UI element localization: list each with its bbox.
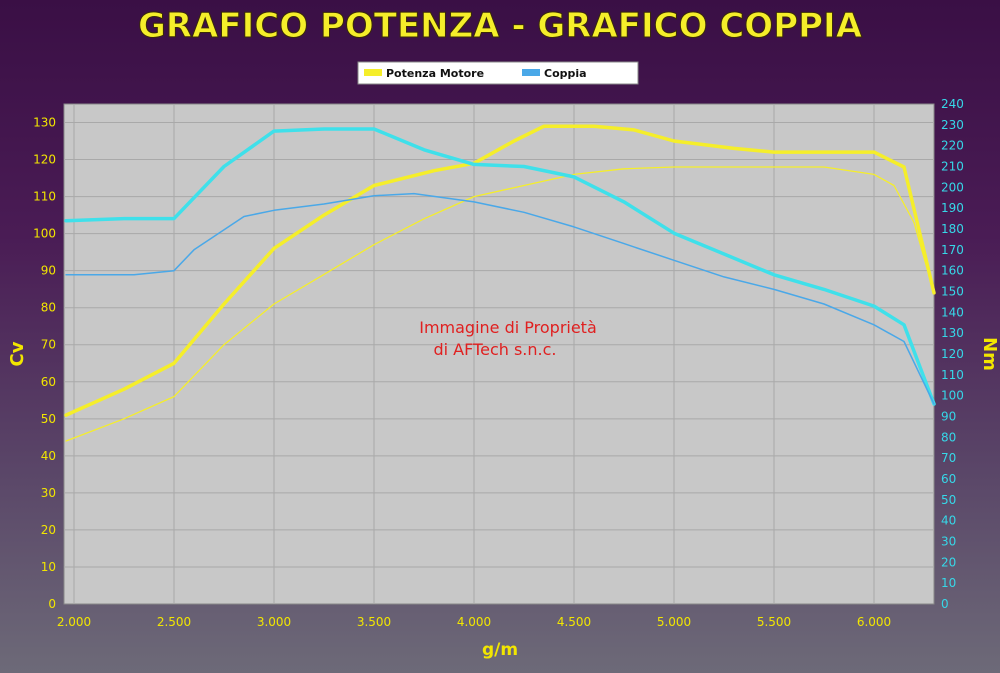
x-tick-label-2: 3.000 (257, 615, 291, 629)
y-axis-label-left: Cv (7, 341, 28, 366)
y-right-tick-label-2: 20 (941, 555, 956, 569)
y-left-tick-label-6: 60 (41, 375, 56, 389)
y-right-tick-label-0: 0 (941, 597, 949, 611)
x-tick-label-5: 4.500 (557, 615, 591, 629)
y-right-tick-label-1: 10 (941, 576, 956, 590)
y-right-tick-label-13: 130 (941, 326, 964, 340)
watermark-line-2: di AFTech s.n.c. (433, 340, 556, 359)
y-right-tick-label-11: 110 (941, 368, 964, 382)
y-right-tick-label-19: 190 (941, 201, 964, 215)
y-left-tick-label-12: 120 (33, 153, 56, 167)
x-tick-label-7: 5.500 (757, 615, 791, 629)
watermark-line-1: Immagine di Proprietà (419, 318, 597, 337)
y-right-tick-label-9: 90 (941, 410, 956, 424)
y-left-tick-label-13: 130 (33, 116, 56, 130)
grid (64, 104, 934, 604)
right-axis-ticks: 0 10 20 30 40 50 60 70 80 90 100 110 120 130 140 150 160… (941, 97, 964, 611)
legend-label-power: Potenza Motore (386, 67, 484, 80)
x-tick-label-6: 5.000 (657, 615, 691, 629)
y-left-tick-label-3: 30 (41, 486, 56, 500)
y-right-tick-label-22: 220 (941, 139, 964, 153)
legend-swatch-power (364, 69, 382, 76)
x-axis-label: g/m (482, 640, 518, 660)
y-left-tick-label-2: 20 (41, 523, 56, 537)
plot-area (63, 103, 935, 605)
x-tick-label-3: 3.500 (357, 615, 391, 629)
legend-swatch-torque (522, 69, 540, 76)
legend-box (357, 61, 639, 85)
y-left-tick-label-0: 0 (48, 597, 56, 611)
x-tick-label-0: 2.000 (57, 615, 91, 629)
y-right-tick-label-7: 70 (941, 451, 956, 465)
y-right-tick-label-20: 200 (941, 180, 964, 194)
y-left-tick-label-1: 10 (41, 560, 56, 574)
y-left-tick-label-8: 80 (41, 301, 56, 315)
y-left-tick-label-4: 40 (41, 449, 56, 463)
legend: Potenza Motore Coppia (357, 61, 639, 85)
y-axis-label-right: Nm (979, 337, 1000, 371)
x-tick-label-4: 4.000 (457, 615, 491, 629)
left-axis-ticks: 0 10 20 30 40 50 60 70 80 90 100 110 120 130 (33, 116, 56, 611)
y-right-tick-label-23: 230 (941, 118, 964, 132)
y-left-tick-label-11: 110 (33, 190, 56, 204)
y-left-tick-label-7: 70 (41, 338, 56, 352)
series-group (64, 124, 936, 442)
series-line-3 (65, 192, 935, 405)
legend-label-torque: Coppia (544, 67, 587, 80)
y-right-tick-label-10: 100 (941, 389, 964, 403)
y-right-tick-label-3: 30 (941, 535, 956, 549)
y-right-tick-label-14: 140 (941, 305, 964, 319)
x-tick-label-1: 2.500 (157, 615, 191, 629)
chart-title: GRAFICO POTENZA - GRAFICO COPPIA (138, 6, 863, 46)
y-left-tick-label-10: 100 (33, 227, 56, 241)
y-right-tick-label-12: 120 (941, 347, 964, 361)
y-right-tick-label-5: 50 (941, 493, 956, 507)
y-right-tick-label-8: 80 (941, 430, 956, 444)
y-right-tick-label-4: 40 (941, 514, 956, 528)
y-right-tick-label-15: 150 (941, 285, 964, 299)
y-right-tick-label-17: 170 (941, 243, 964, 257)
y-left-tick-label-5: 50 (41, 412, 56, 426)
y-right-tick-label-16: 160 (941, 264, 964, 278)
x-tick-label-8: 6.000 (857, 615, 891, 629)
y-right-tick-label-6: 60 (941, 472, 956, 486)
y-left-tick-label-9: 90 (41, 264, 56, 278)
x-axis-ticks: 2.000 2.500 3.000 3.500 4.000 4.500 5.000 5.500… (57, 615, 891, 629)
series-line-1 (65, 166, 935, 442)
y-right-tick-label-24: 240 (941, 97, 964, 111)
series-line-0 (64, 124, 936, 417)
y-right-tick-label-18: 180 (941, 222, 964, 236)
series-line-2 (64, 127, 936, 406)
y-right-tick-label-21: 210 (941, 160, 964, 174)
